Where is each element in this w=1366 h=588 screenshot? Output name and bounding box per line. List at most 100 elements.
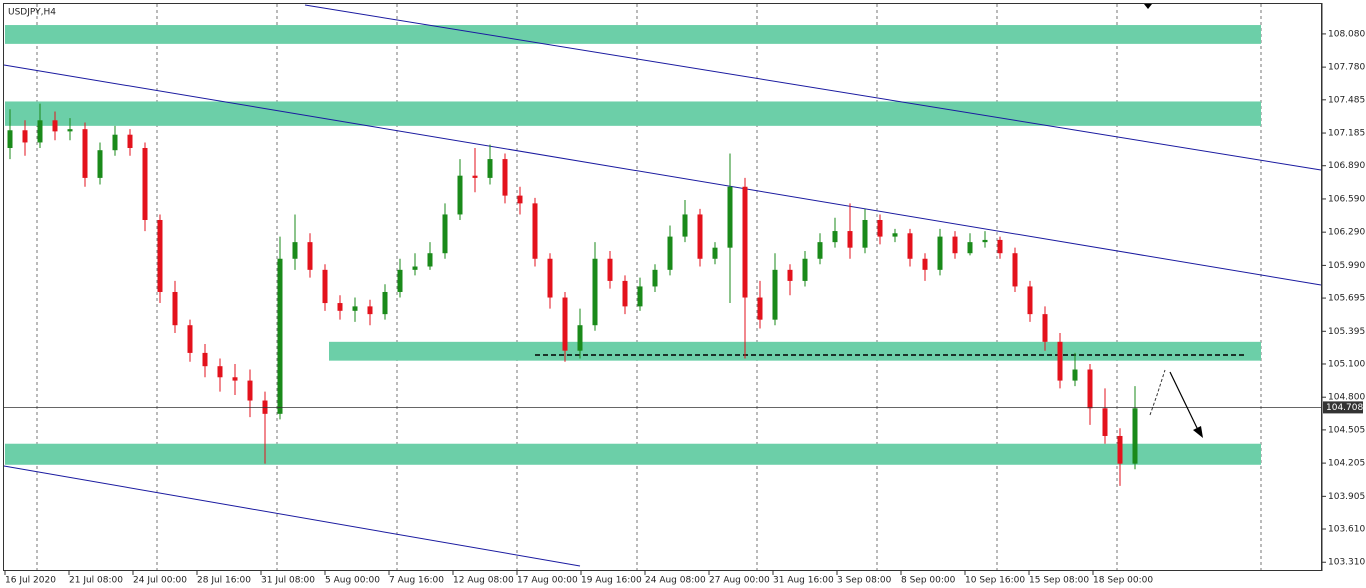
candle-body: [322, 269, 328, 304]
zone: [5, 443, 1261, 465]
candle-body: [847, 231, 853, 248]
y-tick-label: 106.890: [1328, 161, 1365, 171]
trend-line: [3, 64, 1322, 286]
y-tick-label: 103.610: [1328, 525, 1365, 535]
candle-body: [367, 306, 373, 315]
candle-body: [802, 258, 808, 281]
x-tick-label: 19 Aug 16:00: [581, 576, 642, 586]
candle-body: [577, 325, 583, 351]
candle-body: [832, 231, 838, 243]
candle-body: [232, 377, 238, 381]
x-tick-label: 27 Aug 00:00: [709, 576, 770, 586]
candle-body: [922, 258, 928, 270]
candle-body: [547, 258, 553, 298]
y-tick-label: 105.100: [1328, 359, 1365, 369]
candle-body: [982, 239, 988, 243]
candle-body: [562, 297, 568, 351]
candle-body: [202, 352, 208, 367]
candle-body: [142, 147, 148, 220]
y-tick-label: 107.185: [1328, 129, 1365, 139]
candle-body: [862, 219, 868, 248]
candle-body: [247, 380, 253, 401]
candle-body: [1042, 314, 1048, 342]
candle-body: [277, 258, 283, 414]
zones: [5, 25, 1261, 465]
y-tick-label: 105.695: [1328, 294, 1365, 304]
x-tick-label: 15 Sep 08:00: [1029, 576, 1089, 586]
zone: [329, 341, 1261, 361]
candle-body: [352, 306, 358, 311]
candle-body: [172, 291, 178, 326]
projection-arrow: [1169, 371, 1199, 431]
x-tick-label: 16 Jul 2020: [5, 576, 56, 586]
y-tick-label: 104.800: [1328, 393, 1365, 403]
trend-lines: [3, 4, 1322, 567]
candle-body: [682, 214, 688, 237]
candle-body: [652, 269, 658, 287]
projection-dash: [1149, 369, 1166, 416]
y-tick-label: 103.905: [1328, 492, 1365, 502]
candle-body: [37, 120, 43, 143]
candle-body: [757, 297, 763, 320]
candle-body: [412, 266, 418, 270]
candles: [7, 103, 1138, 486]
candle-body: [82, 129, 88, 178]
x-tick-label: 28 Jul 16:00: [197, 576, 251, 586]
last-price-label: 104.708: [1326, 403, 1363, 413]
vertical-grid: [36, 4, 1262, 570]
x-tick-label: 17 Aug 00:00: [517, 576, 578, 586]
chart-title: USDJPY,H4: [8, 8, 56, 18]
candle-body: [727, 186, 733, 248]
x-tick-label: 3 Sep 08:00: [837, 576, 892, 586]
projection: [1144, 4, 1203, 438]
zone: [5, 25, 1261, 44]
candle-body: [892, 233, 898, 237]
y-tick-label: 108.080: [1328, 29, 1365, 39]
x-tick-label: 31 Jul 08:00: [261, 576, 315, 586]
candle-body: [112, 134, 118, 151]
plot-frame: [3, 3, 1322, 571]
candle-body: [427, 253, 433, 267]
candle-body: [1072, 369, 1078, 381]
x-tick-label: 7 Aug 16:00: [389, 576, 444, 586]
candle-body: [307, 242, 313, 270]
candle-body: [877, 219, 883, 237]
candle-body: [607, 258, 613, 281]
candle-body: [787, 269, 793, 281]
top-marker: [1144, 4, 1152, 9]
y-tick-label: 107.485: [1328, 95, 1365, 105]
candle-body: [772, 269, 778, 320]
candle-body: [292, 242, 298, 259]
x-tick-label: 31 Aug 16:00: [773, 576, 834, 586]
candle-body: [967, 242, 973, 254]
candle-body: [457, 175, 463, 215]
candle-body: [997, 239, 1003, 254]
x-tick-label: 21 Jul 08:00: [69, 576, 123, 586]
trend-line: [304, 4, 1322, 171]
candle-body: [1102, 408, 1108, 436]
x-tick-label: 10 Sep 16:00: [965, 576, 1025, 586]
candle-body: [712, 247, 718, 259]
candle-body: [952, 236, 958, 254]
y-tick-label: 103.310: [1328, 558, 1365, 568]
candle-body: [532, 203, 538, 259]
candle-body: [907, 233, 913, 259]
candle-body: [382, 291, 388, 315]
candle-body: [667, 236, 673, 270]
candle-body: [697, 214, 703, 259]
y-tick-label: 105.395: [1328, 327, 1365, 337]
y-tick-label: 106.290: [1328, 228, 1365, 238]
last-price-box: [1323, 401, 1363, 414]
y-tick-label: 104.205: [1328, 459, 1365, 469]
y-tick-label: 105.990: [1328, 261, 1365, 271]
candle-body: [1117, 435, 1123, 464]
x-tick-label: 12 Aug 08:00: [453, 576, 514, 586]
y-tick-label: 104.505: [1328, 425, 1365, 435]
candle-body: [1057, 341, 1063, 381]
x-tick-label: 24 Jul 00:00: [133, 576, 187, 586]
candle-body: [637, 286, 643, 307]
candle-body: [502, 159, 508, 196]
candle-body: [157, 219, 163, 292]
y-tick-label: 106.590: [1328, 194, 1365, 204]
